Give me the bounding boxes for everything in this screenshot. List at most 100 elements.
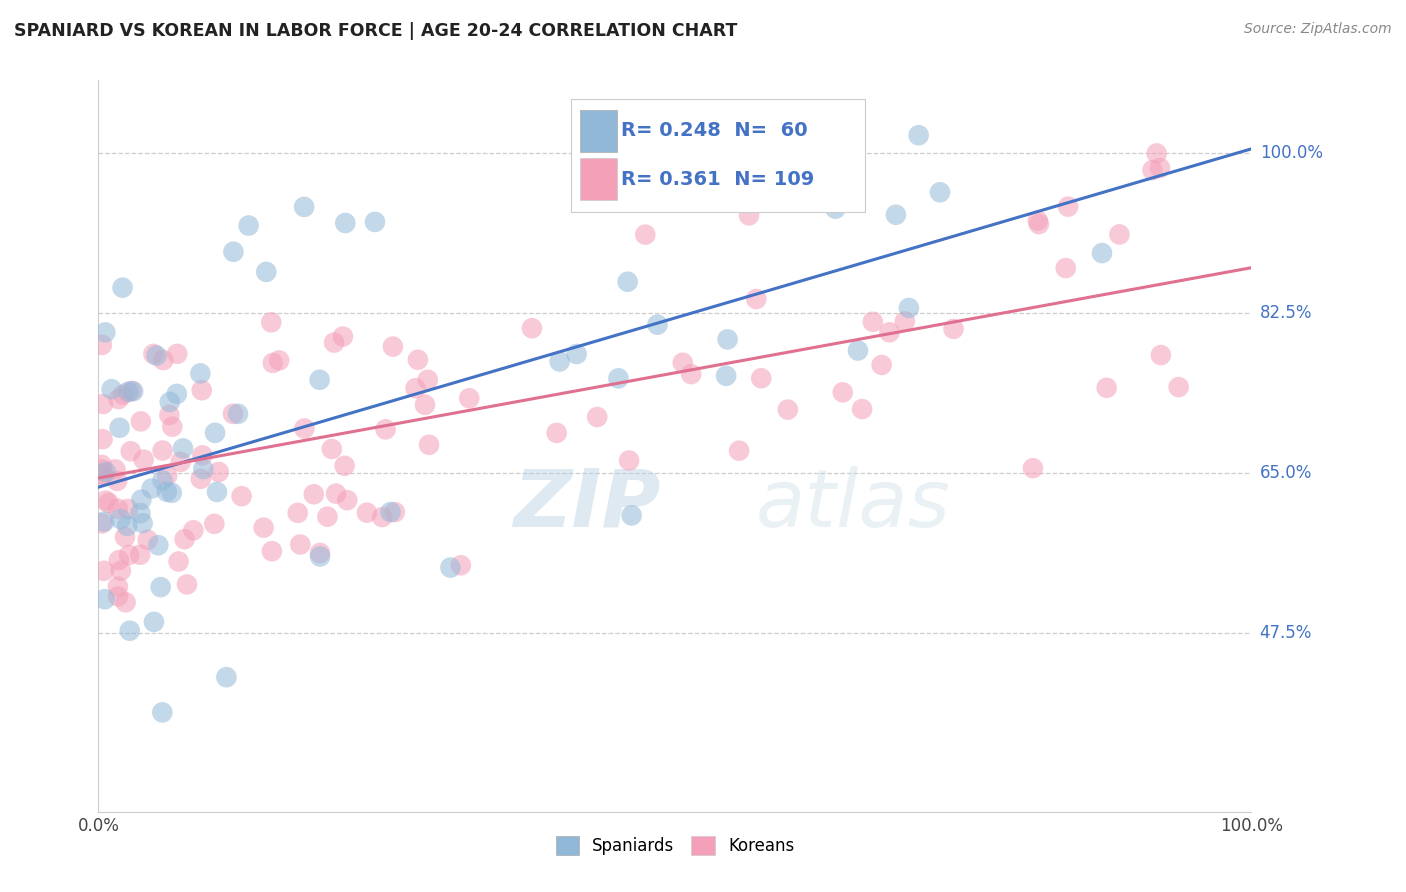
Point bbox=[93, 592, 115, 607]
Point bbox=[308, 373, 330, 387]
Point bbox=[374, 422, 396, 436]
Point bbox=[1091, 246, 1114, 260]
Point bbox=[884, 208, 907, 222]
Point bbox=[204, 425, 226, 440]
Point bbox=[94, 493, 117, 508]
Point bbox=[145, 349, 167, 363]
Point bbox=[336, 493, 359, 508]
Point bbox=[108, 553, 131, 567]
Point bbox=[292, 200, 315, 214]
Point bbox=[1167, 380, 1189, 394]
Point bbox=[302, 487, 325, 501]
Point bbox=[91, 432, 114, 446]
Point bbox=[191, 384, 214, 398]
Point bbox=[846, 343, 869, 358]
Point bbox=[132, 452, 155, 467]
Point bbox=[380, 505, 402, 519]
Point bbox=[1054, 261, 1077, 276]
Point bbox=[94, 465, 117, 479]
Point bbox=[325, 486, 347, 500]
Point bbox=[129, 414, 152, 428]
Point bbox=[183, 523, 205, 537]
FancyBboxPatch shape bbox=[571, 99, 865, 212]
Point bbox=[728, 443, 751, 458]
Point bbox=[745, 292, 768, 306]
Point bbox=[520, 321, 543, 335]
Point bbox=[647, 318, 669, 332]
Text: 100.0%: 100.0% bbox=[1260, 145, 1323, 162]
Point bbox=[160, 486, 183, 500]
Point bbox=[714, 368, 737, 383]
Point bbox=[316, 509, 339, 524]
Point bbox=[309, 546, 332, 560]
Point bbox=[152, 443, 174, 458]
Point bbox=[94, 326, 117, 340]
Point bbox=[118, 548, 141, 562]
Point bbox=[413, 398, 436, 412]
Point bbox=[226, 407, 249, 421]
Point bbox=[620, 508, 643, 523]
Point bbox=[1150, 348, 1173, 362]
Point bbox=[364, 215, 387, 229]
Point bbox=[851, 402, 873, 417]
Point bbox=[897, 301, 920, 315]
Point bbox=[1142, 163, 1164, 178]
Point bbox=[190, 367, 212, 381]
Point bbox=[107, 392, 129, 406]
Point bbox=[166, 347, 188, 361]
Text: 65.0%: 65.0% bbox=[1260, 465, 1312, 483]
Point bbox=[546, 425, 568, 440]
Point bbox=[117, 502, 139, 516]
Point bbox=[290, 537, 312, 551]
Point bbox=[90, 462, 112, 476]
Point bbox=[148, 538, 170, 552]
Point bbox=[110, 512, 132, 526]
Point bbox=[381, 340, 404, 354]
Point bbox=[879, 326, 901, 340]
Point bbox=[776, 402, 799, 417]
Point bbox=[323, 335, 346, 350]
Point bbox=[287, 506, 309, 520]
Point bbox=[907, 128, 929, 143]
Text: 47.5%: 47.5% bbox=[1260, 624, 1312, 642]
Point bbox=[215, 670, 238, 684]
Text: 82.5%: 82.5% bbox=[1260, 304, 1312, 322]
Point bbox=[169, 455, 191, 469]
Point bbox=[117, 384, 139, 399]
Point bbox=[333, 458, 356, 473]
Point bbox=[384, 505, 406, 519]
Text: SPANIARD VS KOREAN IN LABOR FORCE | AGE 20-24 CORRELATION CHART: SPANIARD VS KOREAN IN LABOR FORCE | AGE … bbox=[14, 22, 737, 40]
Point bbox=[929, 186, 952, 200]
Point bbox=[159, 395, 181, 409]
Point bbox=[222, 244, 245, 259]
Point bbox=[150, 706, 173, 720]
Point bbox=[870, 358, 893, 372]
Point bbox=[356, 506, 378, 520]
Point bbox=[262, 356, 284, 370]
Point bbox=[129, 506, 152, 520]
Point bbox=[672, 356, 695, 370]
Point bbox=[107, 590, 129, 604]
Point bbox=[111, 280, 134, 294]
Point bbox=[93, 515, 115, 529]
Point bbox=[652, 128, 675, 142]
Point bbox=[418, 438, 440, 452]
Point bbox=[254, 265, 277, 279]
Point bbox=[205, 485, 228, 500]
Point bbox=[1022, 461, 1045, 475]
Point bbox=[634, 227, 657, 242]
Point bbox=[118, 624, 141, 638]
Point bbox=[609, 145, 631, 159]
Point bbox=[136, 533, 159, 547]
Point bbox=[586, 410, 609, 425]
Point bbox=[617, 453, 640, 467]
Point bbox=[152, 353, 174, 368]
Point bbox=[616, 275, 638, 289]
Point bbox=[607, 371, 630, 385]
Point bbox=[294, 421, 316, 435]
Point bbox=[738, 208, 761, 222]
Point bbox=[405, 381, 427, 395]
Point bbox=[548, 354, 571, 368]
Text: Source: ZipAtlas.com: Source: ZipAtlas.com bbox=[1244, 22, 1392, 37]
Point bbox=[104, 462, 127, 476]
